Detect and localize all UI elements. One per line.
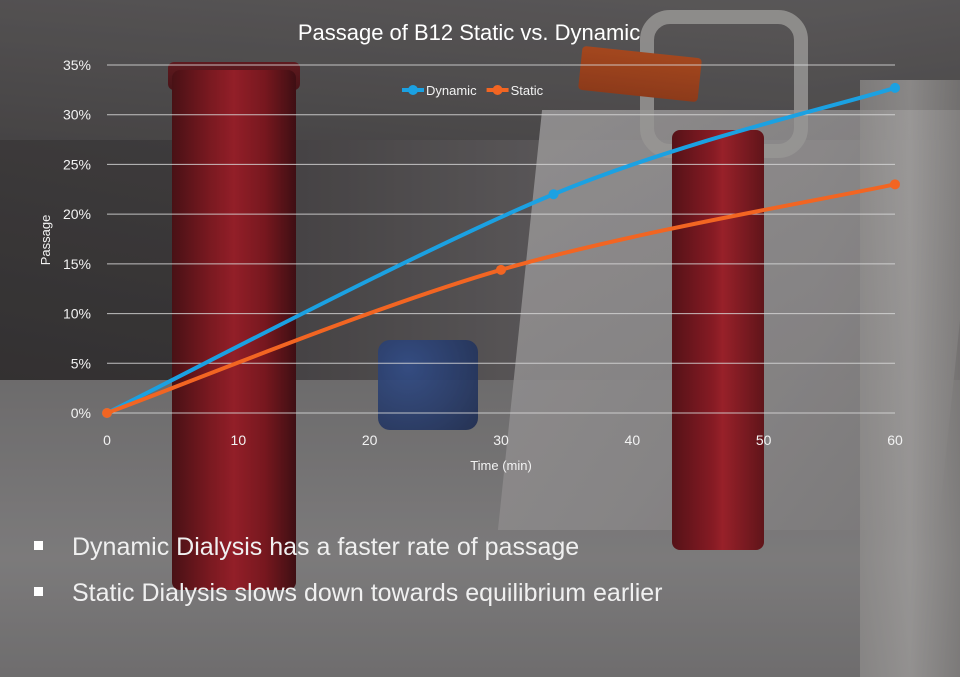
data-point [890, 82, 900, 93]
legend-label: Dynamic [426, 83, 477, 98]
legend-swatch-marker [408, 85, 418, 95]
x-tick-label: 30 [493, 432, 509, 448]
y-tick-label: 0% [71, 405, 91, 421]
series-line [105, 85, 897, 415]
x-axis-ticks: 0 10 20 30 40 50 60 [103, 432, 903, 448]
series-static [102, 179, 900, 418]
bullet-text: Dynamic Dialysis has a faster rate of pa… [72, 533, 580, 561]
chart-legend: Dynamic Static [402, 83, 544, 98]
chart-grid [107, 64, 895, 414]
y-tick-label: 20% [63, 206, 91, 222]
legend-item: Static [486, 83, 544, 98]
data-point [890, 179, 900, 190]
series-dynamic [102, 82, 900, 418]
data-point [102, 408, 112, 418]
y-axis-ticks: 0% 5% 10% 15% 20% 25% 30% 35% [63, 57, 91, 421]
x-tick-label: 10 [231, 432, 247, 448]
bullet-item: Dynamic Dialysis has a faster rate of pa… [34, 530, 934, 564]
x-tick-label: 20 [362, 432, 378, 448]
legend-label: Static [511, 83, 544, 98]
square-bullet-icon [34, 541, 43, 550]
y-axis-title: Passage [38, 215, 53, 266]
x-axis-title: Time (min) [470, 458, 532, 473]
y-tick-label: 5% [71, 355, 91, 371]
y-tick-label: 35% [63, 57, 91, 73]
y-tick-label: 30% [63, 107, 91, 123]
background-blue-caps [378, 340, 478, 430]
y-tick-label: 10% [63, 306, 91, 322]
bullet-text: Static Dialysis slows down towards equil… [72, 579, 663, 607]
background-cabinet [0, 140, 180, 400]
background-stand [860, 80, 960, 677]
data-point [496, 264, 506, 275]
x-tick-label: 60 [887, 432, 903, 448]
chart-title: Passage of B12 Static vs. Dynamic [298, 20, 640, 45]
legend-item: Dynamic [402, 83, 477, 98]
y-tick-label: 15% [63, 256, 91, 272]
y-tick-label: 25% [63, 156, 91, 172]
line-chart: Passage of B12 Static vs. Dynamic 0% 5% 10… [38, 20, 903, 473]
square-bullet-icon [34, 587, 43, 596]
background-red-tube-left [172, 70, 296, 590]
bullet-item: Static Dialysis slows down towards equil… [34, 576, 934, 610]
data-point [548, 189, 559, 200]
x-tick-label: 0 [103, 432, 111, 448]
bullet-list: Dynamic Dialysis has a faster rate of pa… [34, 530, 934, 622]
background-red-tube-right [672, 130, 764, 550]
legend-swatch-marker [492, 85, 503, 95]
x-tick-label: 50 [756, 432, 772, 448]
chart-series [102, 82, 900, 418]
x-tick-label: 40 [625, 432, 641, 448]
